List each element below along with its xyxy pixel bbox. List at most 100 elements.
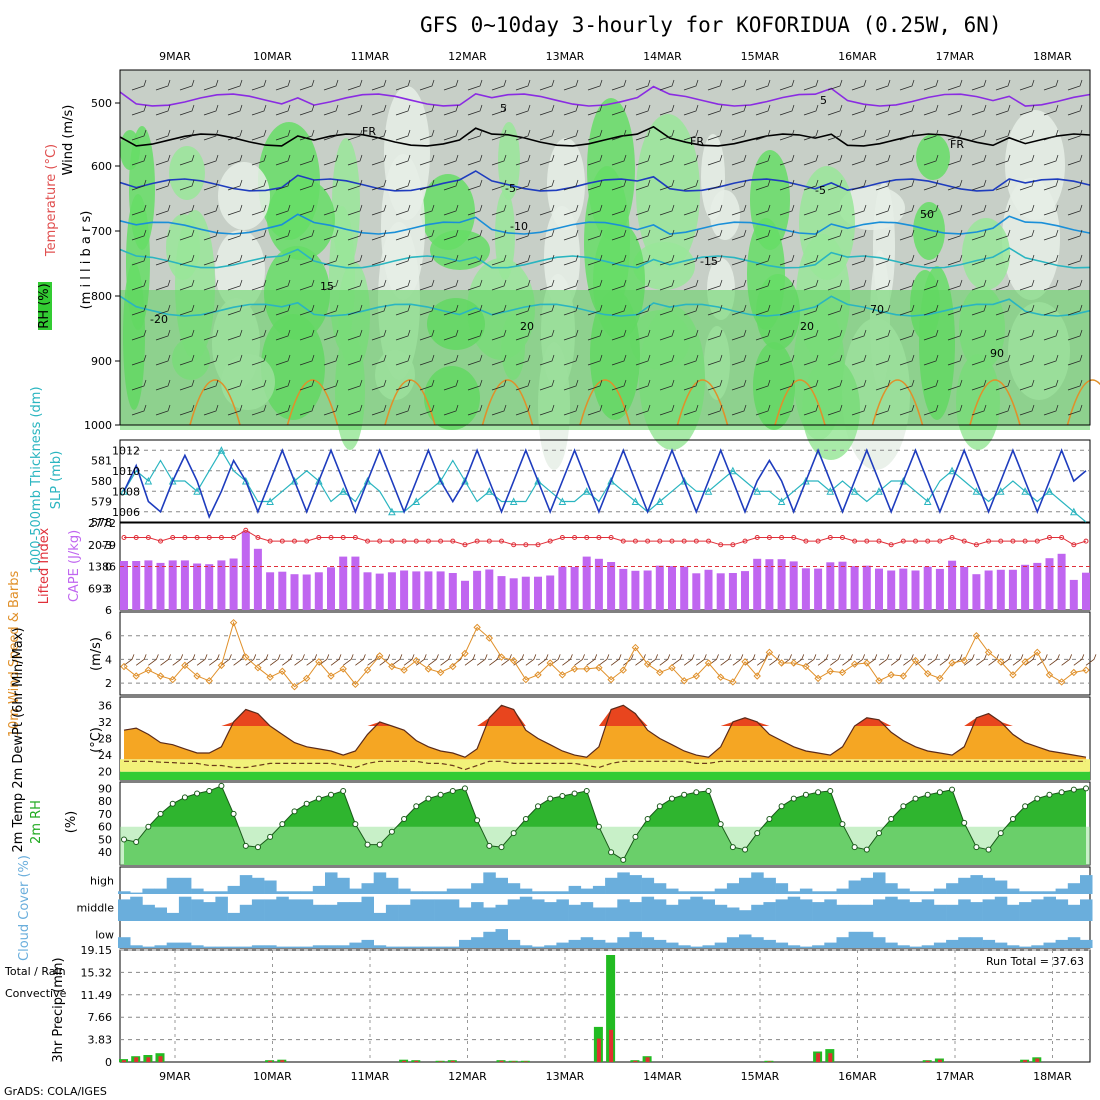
- precip-legend-convective: Convective: [5, 987, 67, 1000]
- upper-wind-barb: [419, 79, 435, 91]
- upper-wind-barb: [275, 279, 291, 291]
- upper-wind-barb: [683, 329, 699, 341]
- wind-barb: [610, 654, 622, 666]
- upper-wind-barb: [635, 304, 651, 316]
- upper-wind-barb: [491, 129, 507, 141]
- upper-wind-barb: [923, 229, 939, 241]
- upper-wind-barb: [875, 354, 891, 366]
- upper-wind-barb: [731, 304, 747, 316]
- upper-wind-barb: [731, 229, 747, 241]
- thickness-point: [948, 466, 956, 475]
- lifted-index-point: [596, 535, 602, 540]
- cape-bar: [485, 569, 494, 610]
- upper-wind-barb: [203, 179, 219, 191]
- upper-wind-barb: [635, 229, 651, 241]
- cloud-cover-bar: [702, 891, 715, 894]
- upper-wind-barb: [419, 129, 435, 141]
- upper-wind-barb: [731, 154, 747, 166]
- upper-wind-barb: [635, 154, 651, 166]
- upper-wind-barb: [947, 279, 963, 291]
- lifted-index-point: [937, 538, 943, 544]
- lifted-index-point: [243, 527, 249, 533]
- precip-convective-bar: [450, 1060, 455, 1062]
- cloud-cover-bar: [860, 904, 874, 921]
- cloud-cover-bar: [349, 902, 362, 921]
- upper-wind-barb: [179, 329, 195, 341]
- wind-speed-point: [254, 664, 262, 672]
- cloud-cover-bar: [227, 885, 241, 894]
- lifted-index-point: [584, 535, 590, 540]
- rh-point: [279, 821, 286, 828]
- cloud-cover-bar: [714, 942, 728, 948]
- upper-wind-barb: [419, 304, 435, 316]
- cloud-cover-bar: [848, 931, 862, 948]
- wind-speed-point: [826, 667, 834, 675]
- wind-barb: [805, 654, 817, 666]
- cloud-cover-bar: [946, 904, 959, 921]
- lifted-index-point: [1071, 542, 1077, 548]
- cape-bar: [741, 571, 749, 610]
- upper-wind-barb: [659, 104, 675, 116]
- wind-barb: [1049, 654, 1060, 666]
- cape-bar: [217, 560, 226, 610]
- cloud-cover-bar: [812, 902, 825, 921]
- lifted-index-point: [706, 538, 712, 544]
- upper-wind-barb: [995, 179, 1011, 191]
- upper-wind-barb: [443, 254, 459, 266]
- upper-wind-barb: [275, 354, 291, 366]
- lifted-index-point: [572, 535, 578, 540]
- upper-wind-barb: [515, 129, 531, 141]
- cape-bar: [619, 568, 628, 610]
- upper-wind-barb: [803, 404, 819, 416]
- upper-wind-barb: [203, 329, 219, 341]
- upper-wind-barb: [131, 379, 147, 391]
- surface-temperature-contour: [189, 379, 241, 426]
- upper-wind-barb: [587, 79, 603, 91]
- upper-wind-barb: [563, 354, 579, 366]
- rh-tick-label: 70: [98, 808, 112, 821]
- lifted-index-point: [608, 535, 614, 540]
- upper-wind-barb: [971, 329, 987, 341]
- cloud-cover-bar: [1067, 937, 1081, 948]
- upper-wind-barb: [563, 204, 579, 216]
- upper-wind-barb: [323, 329, 339, 341]
- wind-barb: [963, 654, 975, 666]
- lifted-index-point: [486, 538, 492, 544]
- upper-wind-barb: [587, 179, 603, 191]
- upper-wind-barb: [803, 154, 819, 166]
- upper-wind-barb: [395, 254, 411, 266]
- upper-wind-barb: [899, 179, 915, 191]
- lifted-index-point: [535, 542, 541, 548]
- upper-wind-barb: [443, 354, 459, 366]
- upper-wind-barb: [371, 154, 387, 166]
- wind-speed-point: [302, 674, 311, 683]
- wind-speed-point: [716, 673, 725, 681]
- upper-wind-barb: [1043, 304, 1059, 316]
- cape-bar: [461, 580, 469, 610]
- upper-wind-barb: [323, 104, 339, 116]
- wind-speed-point: [704, 659, 713, 667]
- cloud-cover-bar: [312, 904, 326, 921]
- rh-point: [242, 842, 249, 849]
- rh-point: [900, 803, 907, 810]
- upper-wind-barb: [299, 354, 315, 366]
- thickness-series-line: [123, 449, 1087, 523]
- upper-air-panel: [119, 69, 1091, 426]
- cloud-level-label: middle: [76, 902, 114, 915]
- cape-bar: [911, 570, 920, 610]
- upper-wind-barb: [803, 254, 819, 266]
- upper-wind-barb: [923, 354, 939, 366]
- upper-wind-barb: [323, 204, 339, 216]
- rh-contour-fill: [384, 86, 430, 220]
- wind-barb: [209, 654, 220, 666]
- rh-units-label: (%): [64, 811, 79, 834]
- cloud-cover-bar: [544, 891, 557, 894]
- upper-wind-barb: [923, 204, 939, 216]
- lifted-index-point: [779, 535, 785, 540]
- upper-wind-barb: [947, 354, 963, 366]
- upper-wind-barb: [707, 154, 723, 166]
- cloud-cover-bar: [726, 883, 740, 894]
- cloud-cover-bar: [933, 904, 947, 921]
- upper-wind-barb: [731, 104, 747, 116]
- upper-wind-barb: [347, 329, 363, 341]
